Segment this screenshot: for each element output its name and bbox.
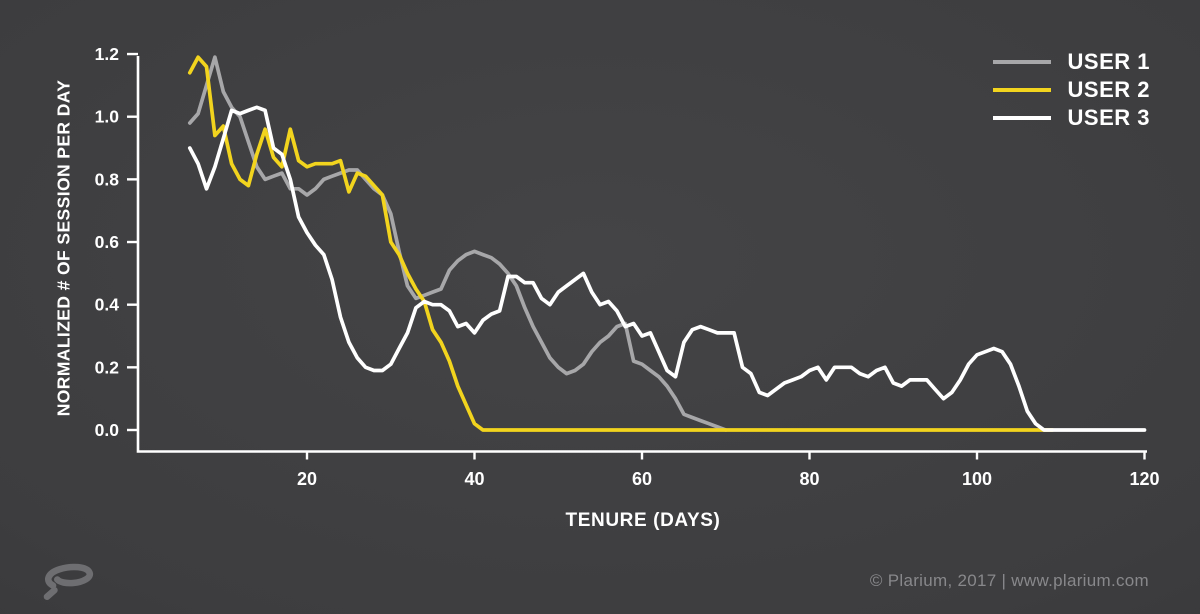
x-tick-label-100: 100: [962, 469, 992, 489]
legend-label-user-1: USER 1: [1067, 49, 1150, 74]
y-tick-label-0.4: 0.4: [95, 295, 120, 315]
y-tick-label-1.2: 1.2: [95, 44, 120, 64]
y-tick-label-0.2: 0.2: [95, 357, 120, 377]
y-axis-title: NORMALIZED # OF SESSION PER DAY: [53, 79, 74, 417]
plarium-logo-icon: [43, 563, 94, 600]
y-tick-label-0.0: 0.0: [95, 420, 120, 440]
legend-swatch-user-2: [992, 88, 1051, 92]
x-tick-label-40: 40: [464, 469, 484, 489]
legend-item-user-2: USER 2: [992, 76, 1150, 104]
x-tick-label-60: 60: [632, 469, 652, 489]
x-tick-label-20: 20: [297, 469, 317, 489]
series-line-user-1: [187, 55, 728, 432]
y-tick-label-1.0: 1.0: [95, 107, 120, 127]
y-tick-label-0.8: 0.8: [95, 169, 120, 189]
legend-swatch-user-1: [992, 60, 1051, 64]
legend-swatch-user-3: [992, 116, 1051, 120]
x-tick-label-80: 80: [799, 469, 819, 489]
legend-label-user-2: USER 2: [1067, 77, 1150, 102]
x-tick-label-120: 120: [1129, 469, 1159, 489]
y-tick-label-0.6: 0.6: [95, 232, 120, 252]
legend-label-user-3: USER 3: [1067, 105, 1150, 130]
legend: USER 1 USER 2 USER 3: [992, 48, 1150, 132]
copyright-text: © Plarium, 2017 | www.plarium.com: [869, 571, 1149, 590]
legend-item-user-1: USER 1: [992, 48, 1150, 76]
x-axis-title: TENURE (DAYS): [565, 510, 721, 531]
series-line-user-2: [187, 55, 1055, 432]
legend-item-user-3: USER 3: [992, 104, 1150, 132]
series-line-user-3: [187, 105, 1147, 432]
